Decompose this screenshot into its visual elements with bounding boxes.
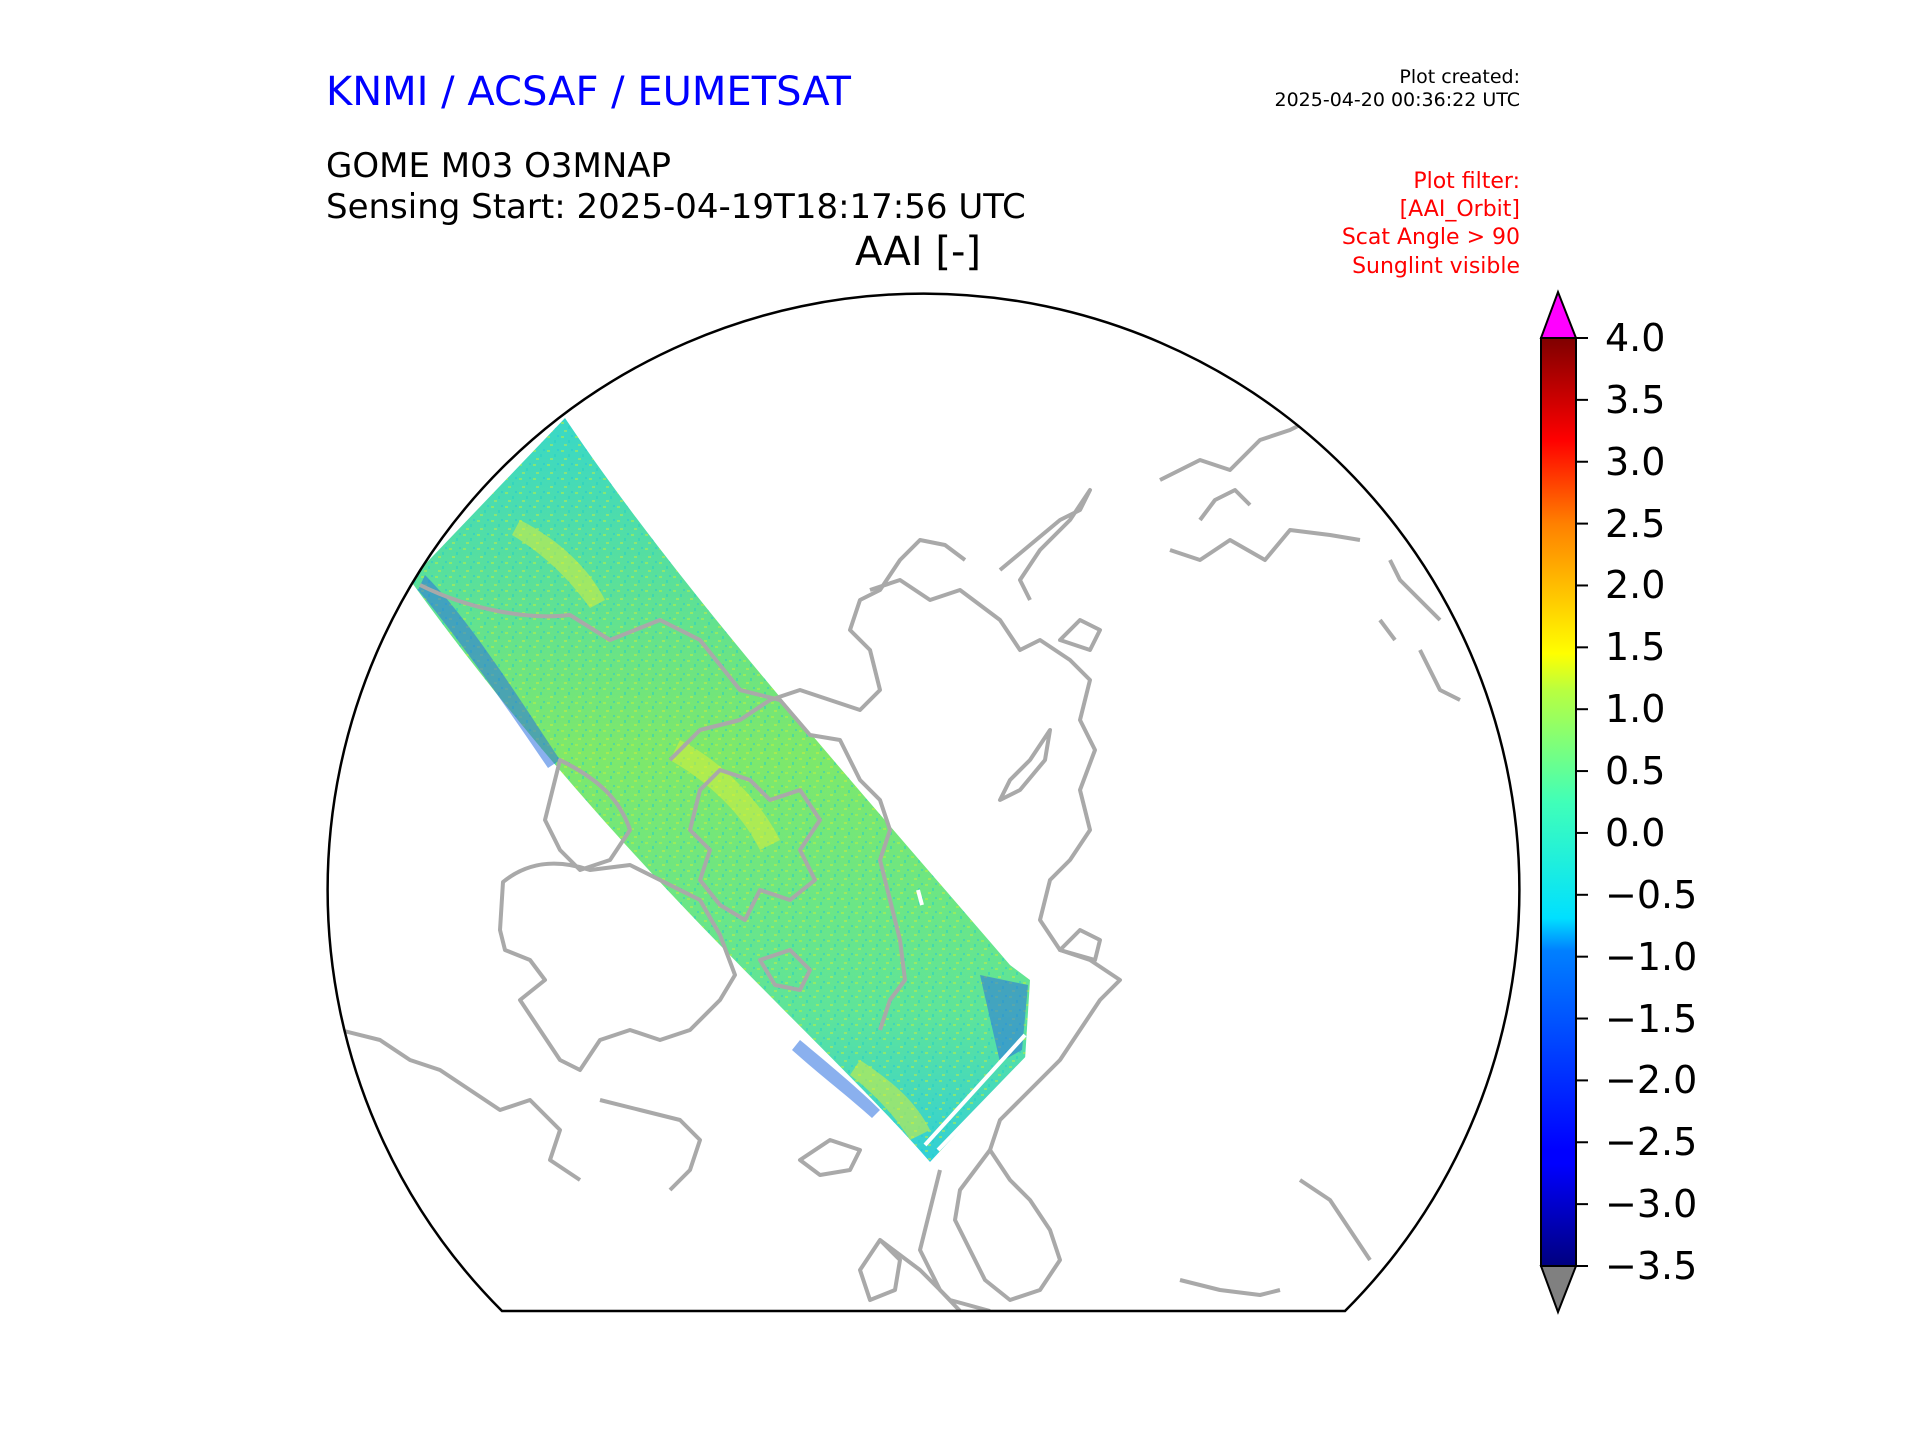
sensing-start: Sensing Start: 2025-04-19T18:17:56 UTC (326, 187, 1026, 227)
colorbar-tick-label: 2.0 (1605, 563, 1666, 608)
coast-east-islands (1378, 618, 1461, 702)
coast-hudson-bay (543, 758, 632, 872)
colorbar-tick-label: −3.5 (1605, 1244, 1698, 1288)
coast-svalbard-zembla (998, 618, 1102, 962)
map-frame (326, 292, 1521, 1313)
organization-title: KNMI / ACSAF / EUMETSAT (326, 69, 851, 115)
plot-filter-scat-angle: Scat Angle > 90 (1341, 225, 1520, 250)
coast-east-asia (1159, 418, 1442, 622)
coast-alaska (668, 538, 967, 762)
plot-filter-orbit: [AAI_Orbit] (1399, 197, 1520, 222)
colorbar-gradient (1540, 337, 1577, 1267)
colorbar-tick-label: −1.5 (1605, 996, 1698, 1041)
colorbar-tick-marks (1576, 337, 1588, 1267)
plot-created-time: 2025-04-20 00:36:22 UTC (1274, 89, 1521, 111)
colorbar-tick-label: 2.5 (1605, 501, 1666, 546)
colorbar-tick-label: −0.5 (1605, 872, 1698, 917)
coast-greenland (498, 861, 737, 1072)
plot-filter-label: Plot filter: (1413, 169, 1520, 194)
colorbar-under-extension (1539, 1265, 1578, 1315)
plot-filter-sunglint: Sunglint visible (1352, 254, 1520, 279)
coast-europe-south (878, 1178, 1372, 1312)
colorbar-tick-label: −2.0 (1605, 1058, 1698, 1103)
product-title: GOME M03 O3MNAP (326, 146, 672, 186)
map-title: AAI [-] (855, 229, 981, 275)
colorbar-tick-label: 1.5 (1605, 625, 1666, 670)
colorbar-tick-label: 0.5 (1605, 749, 1666, 794)
colorbar-tick-label: −3.0 (1605, 1182, 1698, 1227)
colorbar-tick-label: 4.0 (1605, 316, 1666, 360)
coast-uk-iceland (798, 1138, 902, 1302)
colorbar-tick-label: 3.0 (1605, 439, 1666, 484)
coast-kamchatka (998, 488, 1092, 601)
colorbar-tick-label: −2.5 (1605, 1120, 1698, 1165)
colorbar-tick-label: 3.5 (1605, 377, 1666, 422)
map-content (339, 418, 1461, 1312)
plot-created-label: Plot created: (1399, 66, 1520, 88)
coast-north-america-west (339, 1028, 702, 1192)
swath-gap-lines (916, 889, 1032, 1152)
colorbar-tick-label: 0.0 (1605, 810, 1666, 855)
coastlines (339, 418, 1461, 1312)
colorbar-over-extension (1539, 289, 1578, 339)
colorbar-tick-label: −1.0 (1605, 934, 1698, 979)
colorbar-tick-label: 1.0 (1605, 687, 1666, 732)
coast-canada-mainland (419, 583, 907, 1031)
coast-siberia (869, 578, 1122, 1151)
coast-canada-archipelago (688, 768, 822, 992)
